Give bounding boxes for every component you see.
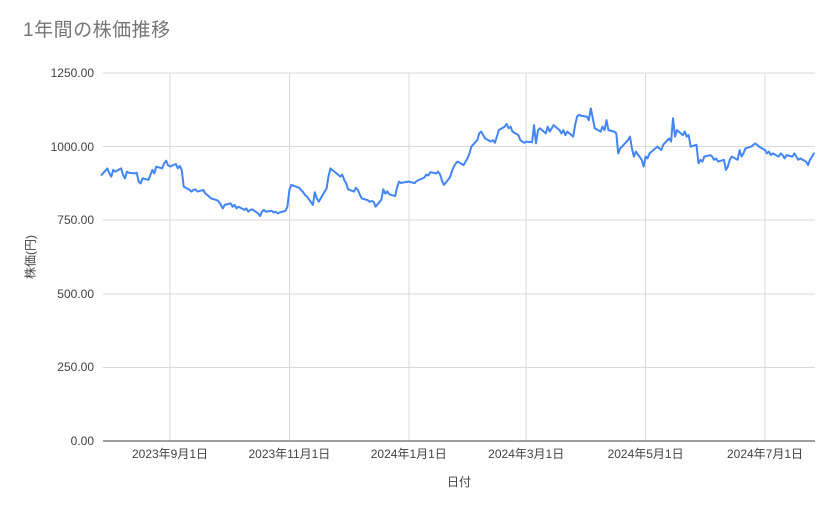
x-tick-label: 2024年5月1日 xyxy=(607,447,684,461)
x-tick-label: 2024年1月1日 xyxy=(370,447,447,461)
y-tick-label: 250.00 xyxy=(57,360,94,375)
y-tick-label: 0.00 xyxy=(70,434,94,448)
x-tick-label: 2024年7月1日 xyxy=(726,447,804,461)
y-axis-title: 株価(円) xyxy=(23,235,38,279)
y-tick-label: 750.00 xyxy=(57,213,94,228)
price-line xyxy=(100,107,815,218)
y-tick-label: 500.00 xyxy=(57,286,94,301)
x-tick-label: 2024年3月1日 xyxy=(488,447,565,461)
x-tick-label: 2023年9月1日 xyxy=(131,447,209,461)
y-tick-label: 1000.00 xyxy=(50,139,94,154)
y-tick-label: 1250.00 xyxy=(50,66,94,80)
chart-title: 1年間の株価推移 xyxy=(23,20,171,41)
x-tick-label: 2023年11月1日 xyxy=(248,447,331,461)
x-axis-title: 日付 xyxy=(446,475,471,489)
